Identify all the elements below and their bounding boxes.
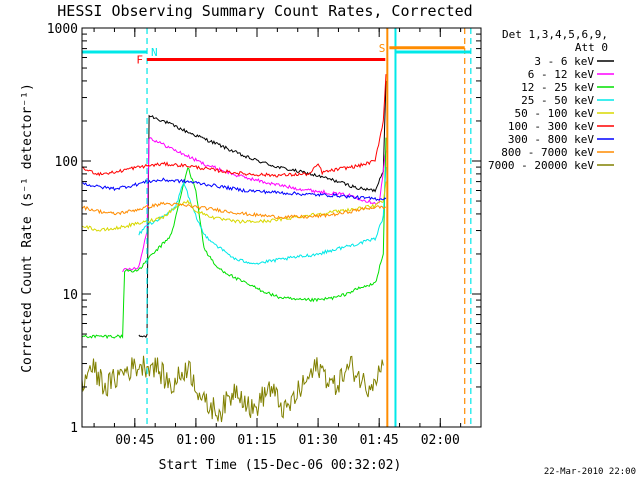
y-tick-label: 1 <box>70 421 78 436</box>
generated-timestamp: 22-Mar-2010 22:00 <box>544 467 636 477</box>
legend-entry-label: 800 - 7000 keV <box>501 146 594 159</box>
legend-entry-label: 25 - 50 keV <box>521 94 594 107</box>
x-tick-label: 01:45 <box>360 433 399 448</box>
x-tick-label: 00:45 <box>115 433 154 448</box>
series-line-6 <box>82 74 387 178</box>
legend-entry-label: 6 - 12 keV <box>528 68 595 81</box>
x-tick-label: 02:00 <box>421 433 460 448</box>
chart-title: HESSI Observing Summary Count Rates, Cor… <box>57 2 472 20</box>
series-line-5 <box>82 181 387 232</box>
x-tick-label: 01:00 <box>176 433 215 448</box>
series-line-1 <box>138 80 387 339</box>
series-line-4 <box>138 167 387 265</box>
legend-entry-label: 50 - 100 keV <box>515 107 595 120</box>
x-axis-title: Start Time (15-Dec-06 00:32:02) <box>159 458 402 473</box>
plot-frame <box>81 27 482 428</box>
series-line-2 <box>122 137 387 273</box>
legend-header-line1: Det 1,3,4,5,6,9, <box>502 28 608 41</box>
series-layer <box>82 74 387 423</box>
flag-markers-layer: FN S <box>82 28 472 427</box>
x-tick-label: 01:30 <box>299 433 338 448</box>
x-tick-label: 01:15 <box>237 433 276 448</box>
series-line-3 <box>82 137 387 340</box>
legend-entry-label: 7000 - 20000 keV <box>488 159 594 172</box>
flag-label-f: F <box>136 53 143 66</box>
series-line-7 <box>82 177 387 202</box>
x-axis: 00:45 01:00 01:15 01:30 01:45 02:00 <box>93 28 482 448</box>
y-tick-label: 1000 <box>47 22 78 37</box>
y-tick-label: 10 <box>62 288 78 303</box>
y-axis-title: Corrected Count Rate (s⁻¹ detector⁻¹) <box>20 83 35 373</box>
flag-label-n: N <box>151 46 158 59</box>
legend-entry-label: 12 - 25 keV <box>521 81 594 94</box>
series-line-8 <box>82 201 387 220</box>
legend-header-line2: Att 0 <box>575 41 608 54</box>
y-tick-label: 100 <box>55 155 78 170</box>
legend-entry-label: 300 - 800 keV <box>508 133 594 146</box>
legend-entry-label: 3 - 6 keV <box>534 55 594 68</box>
flag-label-s: S <box>379 42 386 55</box>
series-line-9 <box>82 355 384 423</box>
legend-entry-label: 100 - 300 keV <box>508 120 594 133</box>
y-axis: 1 10 100 1000 <box>47 22 481 436</box>
